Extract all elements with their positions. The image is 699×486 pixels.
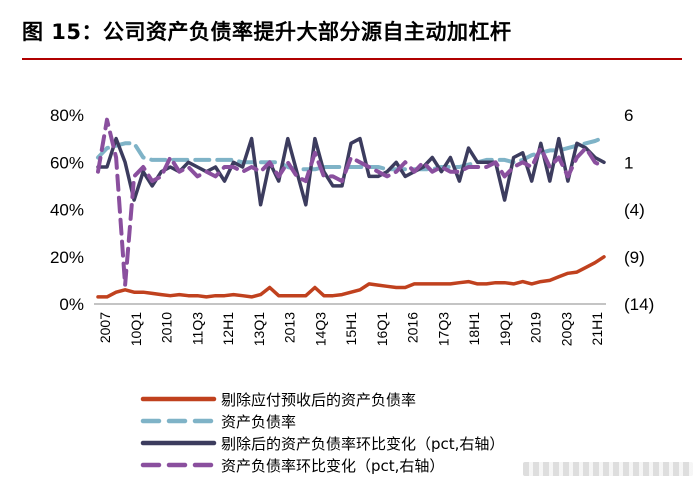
series-line-2 — [96, 135, 606, 172]
x-tick-label: 2016 — [405, 312, 421, 343]
x-tick-label: 2007 — [97, 312, 113, 343]
series-line-1 — [96, 255, 606, 299]
x-tick-label: 16Q1 — [374, 312, 390, 346]
x-tick-label: 2019 — [528, 312, 544, 343]
left-tick-label: 0% — [59, 295, 84, 314]
x-tick-label: 10Q1 — [128, 312, 144, 346]
legend-label-3: 剔除后的资产负债率环比变化（pct,右轴） — [221, 435, 504, 453]
x-tick-label: 15H1 — [343, 312, 359, 346]
x-tick-label: 20Q3 — [558, 312, 574, 346]
x-tick-label: 12H1 — [220, 312, 236, 346]
series-layer — [96, 117, 606, 299]
x-tick-label: 2010 — [159, 312, 175, 343]
watermark-overlay — [499, 446, 699, 486]
watermark-strip — [523, 462, 693, 476]
left-tick-label: 80% — [50, 106, 84, 125]
right-tick-label: (9) — [624, 248, 645, 267]
left-tick-label: 20% — [50, 248, 84, 267]
right-tick-label: (4) — [624, 201, 645, 220]
x-tick-label: 18H1 — [466, 312, 482, 346]
right-tick-label: (14) — [624, 295, 654, 314]
legend-label-2: 资产负债率 — [221, 413, 296, 431]
series-line-4 — [96, 117, 606, 288]
x-tick-label: 2013 — [282, 312, 298, 343]
x-tick-label: 11Q3 — [189, 312, 205, 345]
legend-label-1: 剔除应付预收后的资产负债率 — [221, 391, 416, 409]
right-tick-label: 1 — [624, 153, 633, 172]
axes: 80% 60% 40% 20% 0% 6 1 (4) (9) (14) 2007 10Q1 2010 11… — [50, 106, 654, 346]
x-tick-label: 14Q3 — [312, 312, 328, 346]
x-tick-label: 13Q1 — [251, 312, 267, 346]
legend-label-4: 资产负债率环比变化（pct,右轴） — [221, 457, 444, 475]
figure-title: 图 15：公司资产负债率提升大部分源自主动加杠杆 — [22, 20, 512, 44]
left-tick-label: 60% — [50, 153, 84, 172]
x-tick-label: 17Q3 — [435, 312, 451, 346]
series-line-3 — [96, 136, 606, 207]
left-tick-label: 40% — [50, 201, 84, 220]
title-underline — [22, 58, 682, 60]
right-tick-label: 6 — [624, 106, 633, 125]
x-tick-label: 21H1 — [589, 312, 605, 346]
x-tick-label: 19Q1 — [497, 312, 513, 346]
